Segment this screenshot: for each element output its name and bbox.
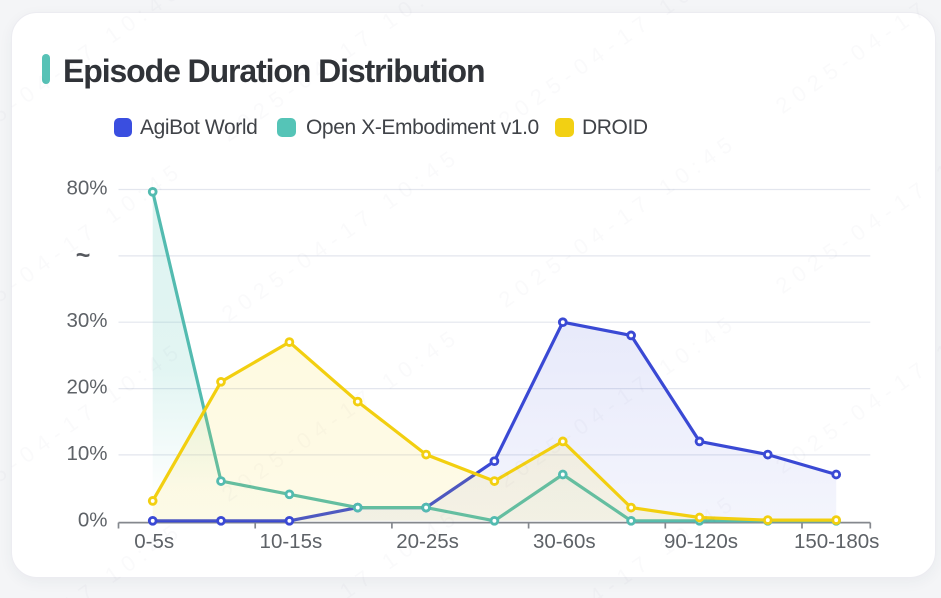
svg-text:10%: 10% [66,442,107,465]
svg-text:0%: 0% [78,508,108,531]
svg-text:150-180s: 150-180s [794,530,879,553]
svg-text:~: ~ [76,242,91,270]
svg-text:20-25s: 20-25s [396,530,459,553]
svg-text:10-15s: 10-15s [260,530,323,553]
svg-text:80%: 80% [66,177,107,200]
svg-text:0-5s: 0-5s [134,530,174,553]
svg-text:30%: 30% [66,309,107,332]
svg-text:20%: 20% [66,376,107,399]
svg-text:30-60s: 30-60s [533,530,596,553]
svg-text:90-120s: 90-120s [664,530,738,553]
